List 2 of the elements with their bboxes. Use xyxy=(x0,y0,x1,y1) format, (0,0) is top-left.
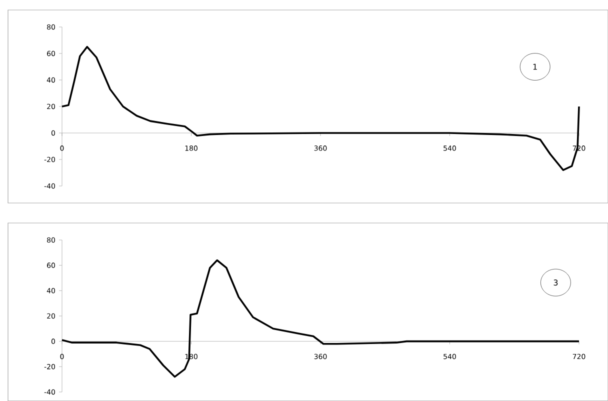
annotation: 3 xyxy=(554,280,558,286)
annotation: 1 xyxy=(533,64,537,70)
